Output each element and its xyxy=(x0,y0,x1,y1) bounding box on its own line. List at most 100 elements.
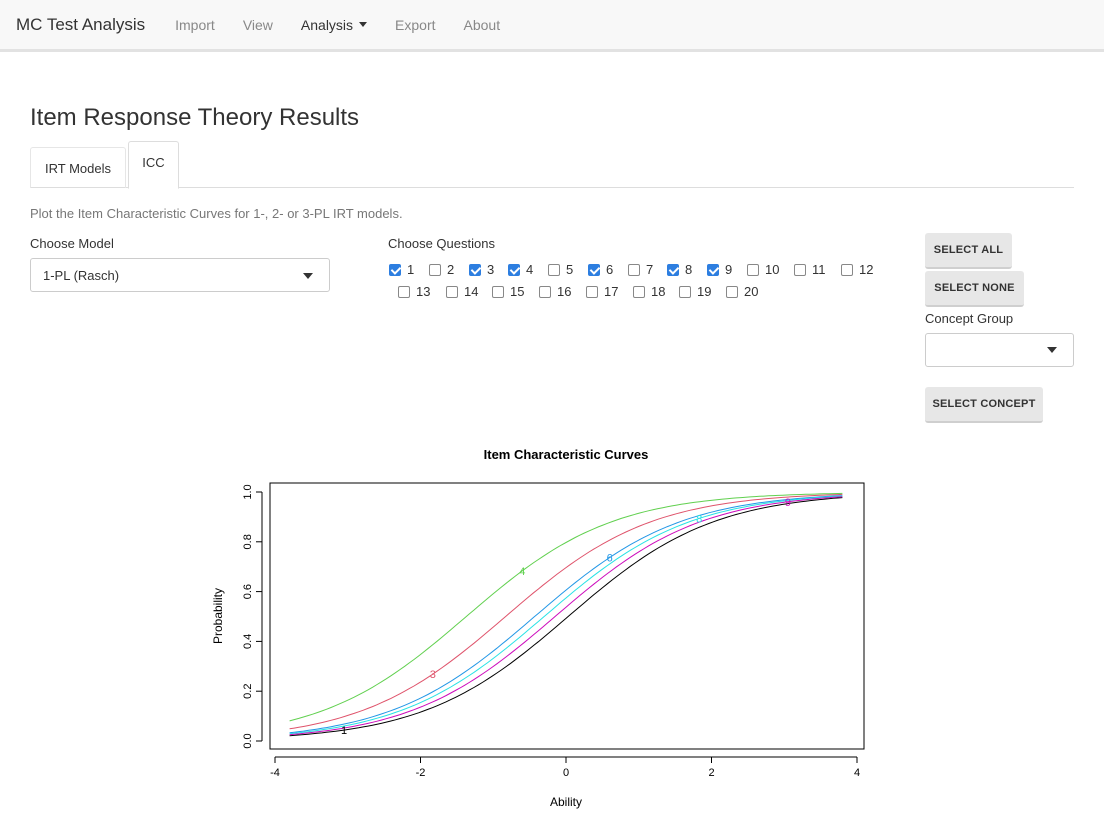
question-checkbox-5[interactable]: 5 xyxy=(548,262,573,277)
checkbox-checked-icon xyxy=(389,263,401,276)
question-checkbox-7[interactable]: 7 xyxy=(628,262,653,277)
y-axis-label: Probability xyxy=(211,588,225,644)
question-checkbox-18[interactable]: 18 xyxy=(633,284,665,299)
question-checkbox-label: 4 xyxy=(526,262,534,277)
checkbox-unchecked-icon xyxy=(726,285,738,298)
question-checkbox-4[interactable]: 4 xyxy=(508,262,533,277)
checkbox-unchecked-icon xyxy=(492,285,504,298)
select-none-button[interactable]: SELECT NONE xyxy=(925,271,1024,307)
checkbox-unchecked-icon xyxy=(679,285,691,298)
question-checkbox-13[interactable]: 13 xyxy=(398,284,430,299)
question-checkbox-9[interactable]: 9 xyxy=(707,262,732,277)
curve-item-8 xyxy=(289,495,843,735)
checkbox-checked-icon xyxy=(469,263,481,276)
question-checkbox-label: 17 xyxy=(604,284,619,299)
select-concept-button[interactable]: SELECT CONCEPT xyxy=(925,387,1043,423)
model-select-value: 1-PL (Rasch) xyxy=(43,268,120,283)
nav-view[interactable]: View xyxy=(242,16,273,33)
checkbox-unchecked-icon xyxy=(539,285,551,298)
question-checkbox-label: 13 xyxy=(416,284,431,299)
nav-export[interactable]: Export xyxy=(395,16,436,33)
checkbox-unchecked-icon xyxy=(548,263,560,276)
page-title: Item Response Theory Results xyxy=(30,104,360,131)
app-brand[interactable]: MC Test Analysis xyxy=(16,14,146,34)
nav-analysis-label: Analysis xyxy=(300,16,354,33)
checkbox-unchecked-icon xyxy=(429,263,441,276)
question-checkbox-12[interactable]: 12 xyxy=(841,262,873,277)
navbar: MC Test Analysis Import View Analysis Ex… xyxy=(0,0,1104,52)
question-checkbox-label: 9 xyxy=(725,262,733,277)
curve-item-6 xyxy=(289,495,843,734)
question-checkbox-label: 12 xyxy=(859,262,874,277)
curve-item-4 xyxy=(289,492,843,722)
nav-analysis[interactable]: Analysis xyxy=(287,17,381,33)
y-tick-label: 0.8 xyxy=(242,534,254,549)
curve-label-6: 6 xyxy=(607,553,613,565)
checkbox-checked-icon xyxy=(667,263,679,276)
curve-item-9 xyxy=(289,496,843,736)
checkbox-unchecked-icon xyxy=(446,285,458,298)
question-checkbox-16[interactable]: 16 xyxy=(539,284,571,299)
tab-bar: IRT Models ICC xyxy=(30,141,1074,189)
nav-import[interactable]: Import xyxy=(175,16,215,33)
tab-icc[interactable]: ICC xyxy=(128,141,179,189)
question-checkbox-label: 1 xyxy=(407,262,415,277)
y-tick-label: 0.0 xyxy=(242,733,254,748)
questions-label: Choose Questions xyxy=(388,236,495,251)
curve-label-1: 1 xyxy=(341,725,347,737)
question-checkbox-15[interactable]: 15 xyxy=(492,284,524,299)
curve-label-8: 8 xyxy=(696,513,702,525)
question-checkbox-17[interactable]: 17 xyxy=(586,284,618,299)
question-checkbox-10[interactable]: 10 xyxy=(747,262,779,277)
question-checkbox-label: 18 xyxy=(651,284,666,299)
select-all-button[interactable]: SELECT ALL xyxy=(925,233,1012,269)
x-tick-label: 2 xyxy=(708,767,714,779)
concept-group-label: Concept Group xyxy=(925,311,1014,326)
x-tick-label: -2 xyxy=(416,767,426,779)
question-checkbox-6[interactable]: 6 xyxy=(588,262,613,277)
question-checkbox-label: 2 xyxy=(447,262,455,277)
question-checkbox-14[interactable]: 14 xyxy=(446,284,478,299)
question-checkbox-label: 5 xyxy=(566,262,574,277)
checkbox-unchecked-icon xyxy=(586,285,598,298)
question-checkbox-2[interactable]: 2 xyxy=(429,262,454,277)
tab-irt-models[interactable]: IRT Models xyxy=(30,147,126,188)
tab-description: Plot the Item Characteristic Curves for … xyxy=(30,206,403,221)
plot-frame xyxy=(269,482,865,750)
checkbox-unchecked-icon xyxy=(747,263,759,276)
question-checkbox-20[interactable]: 20 xyxy=(726,284,758,299)
question-checkbox-1[interactable]: 1 xyxy=(389,262,414,277)
x-axis-label: Ability xyxy=(550,795,582,809)
y-tick-label: 0.6 xyxy=(242,584,254,599)
chart-title: Item Characteristic Curves xyxy=(484,447,649,462)
question-checkbox-19[interactable]: 19 xyxy=(679,284,711,299)
curve-item-3 xyxy=(289,493,843,730)
question-checkbox-3[interactable]: 3 xyxy=(469,262,494,277)
question-checkbox-label: 10 xyxy=(765,262,780,277)
curve-label-4: 4 xyxy=(519,566,525,578)
concept-group-select[interactable] xyxy=(925,333,1074,367)
nav-about[interactable]: About xyxy=(463,16,501,33)
model-select[interactable]: 1-PL (Rasch) xyxy=(30,258,330,292)
dropdown-arrow-icon xyxy=(303,273,313,279)
checkbox-unchecked-icon xyxy=(398,285,410,298)
y-tick-label: 0.2 xyxy=(242,684,254,699)
question-checkbox-label: 19 xyxy=(697,284,712,299)
question-checkbox-label: 7 xyxy=(646,262,654,277)
question-checkbox-8[interactable]: 8 xyxy=(667,262,692,277)
question-checkbox-11[interactable]: 11 xyxy=(794,262,826,277)
model-label: Choose Model xyxy=(30,236,114,251)
question-checkbox-label: 14 xyxy=(464,284,479,299)
checkbox-checked-icon xyxy=(508,263,520,276)
y-tick-label: 1.0 xyxy=(242,484,254,499)
question-checkbox-label: 15 xyxy=(510,284,525,299)
curve-label-3: 3 xyxy=(430,669,436,681)
question-checkbox-label: 6 xyxy=(606,262,614,277)
dropdown-arrow-icon xyxy=(1047,347,1057,353)
x-axis: -4 -2 0 2 4 xyxy=(270,756,860,779)
question-checkbox-label: 11 xyxy=(812,262,826,277)
y-tick-label: 0.4 xyxy=(242,634,254,649)
question-checkbox-label: 8 xyxy=(685,262,693,277)
checkbox-unchecked-icon xyxy=(633,285,645,298)
curve-labels: 1 3 4 6 8 9 xyxy=(341,497,791,737)
